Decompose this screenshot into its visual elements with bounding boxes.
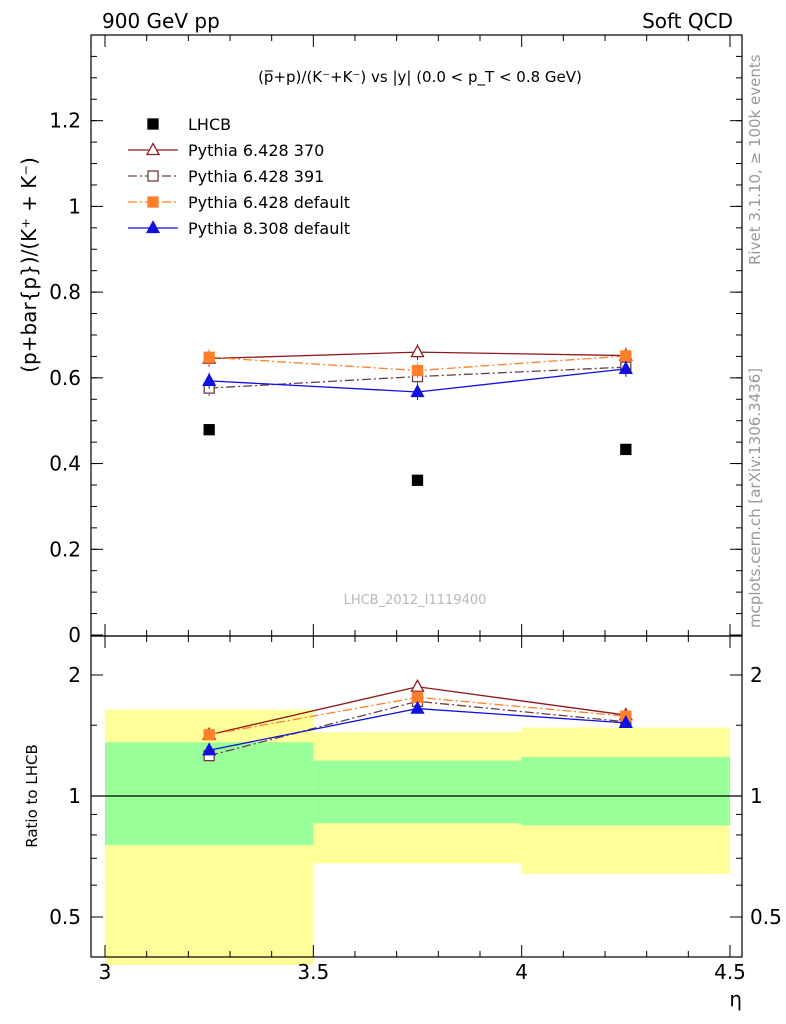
ratio-y-axis-label: Ratio to LHCB: [23, 744, 41, 848]
y-tick-label: 0.6: [49, 366, 81, 390]
ratio-y-tick-label-right: 1: [750, 784, 763, 808]
ratio-point-pythia-8-308-default: [202, 742, 217, 756]
header-right: Soft QCD: [642, 9, 733, 33]
legend-label-pythia-6-428-391: Pythia 6.428 391: [188, 167, 324, 186]
ratio-point-pythia-8-308-default: [618, 715, 633, 729]
ratio-point-pythia-6-428-default: [203, 729, 215, 741]
ratio-point-pythia-6-428-370: [410, 678, 425, 692]
legend-marker-pythia-6-428-370: [145, 142, 161, 156]
legend-marker-pythia-6-428-391: [147, 170, 159, 182]
data-point-pythia-6-428-370: [410, 344, 425, 358]
y-tick-label: 1.2: [49, 109, 81, 133]
analysis-watermark: LHCB_2012_I1119400: [344, 593, 487, 608]
stat-uncertainty-band: [521, 757, 730, 826]
y-tick-label: 0.8: [49, 280, 81, 304]
legend-label-lhcb: LHCB: [188, 115, 231, 134]
legend-label-pythia-8-308-default: Pythia 8.308 default: [188, 219, 350, 238]
data-point-lhcb: [203, 424, 215, 436]
stat-uncertainty-band: [313, 760, 522, 824]
y-axis-label: (p+bar{p})/(K⁺ + K⁻): [17, 157, 41, 373]
ratio-y-tick-label: 2: [68, 663, 81, 687]
ratio-y-tick-label-right: 2: [750, 663, 763, 687]
ratio-line-pythia-6-428-391: [209, 700, 626, 757]
y-tick-label: 0.4: [49, 452, 81, 476]
x-tick-label: 4.5: [714, 960, 746, 984]
ratio-y-tick-label: 0.5: [49, 905, 81, 929]
ratio-panel: 0.5 0.5 1 1 2 2 3 3.5 4 4.5 Ratio to LHCB η: [23, 635, 782, 1011]
ratio-y-tick-label-right: 0.5: [750, 905, 782, 929]
ratio-y-tick-label: 1: [68, 784, 81, 808]
data-point-pythia-8-308-default: [202, 372, 217, 386]
data-point-pythia-6-428-default: [411, 364, 424, 377]
data-point-pythia-8-308-default: [618, 360, 633, 374]
legend-marker-lhcb: [147, 118, 159, 130]
data-point-lhcb: [411, 474, 424, 486]
rivet-label: Rivet 3.1.10, ≥ 100k events: [746, 54, 764, 265]
plot-title: (p̅+p)/(K⁻+K⁻) vs |y| (0.0 < p_T < 0.8 G…: [258, 68, 582, 87]
legend-marker-pythia-8-308-default: [145, 220, 161, 234]
x-tick-label: 4: [515, 960, 528, 984]
y-tick-label: 0: [68, 623, 81, 647]
mcplots-label: mcplots.cern.ch [arXiv:1306.3436]: [746, 368, 764, 628]
legend-label-pythia-6-428-370: Pythia 6.428 370: [188, 141, 324, 160]
x-tick-label: 3: [99, 960, 112, 984]
x-tick-label: 3.5: [297, 960, 329, 984]
legend-label-pythia-6-428-default: Pythia 6.428 default: [188, 193, 350, 212]
x-axis-label: η: [729, 987, 742, 1011]
data-point-pythia-6-428-default: [620, 350, 632, 362]
data-point-pythia-8-308-default: [410, 384, 425, 398]
y-tick-label: 1: [68, 194, 81, 218]
y-tick-label: 0.2: [49, 537, 81, 561]
header-left: 900 GeV pp: [102, 9, 220, 33]
data-point-lhcb: [620, 443, 632, 456]
ratio-point-pythia-8-308-default: [410, 700, 425, 714]
legend-marker-pythia-6-428-default: [147, 196, 159, 208]
data-point-pythia-6-428-default: [203, 351, 215, 363]
main-panel: 0 0.2 0.4 0.6 0.8 1 1.2 (p+bar{p})/(K⁺ + K⁻) (p̅…: [17, 34, 743, 647]
